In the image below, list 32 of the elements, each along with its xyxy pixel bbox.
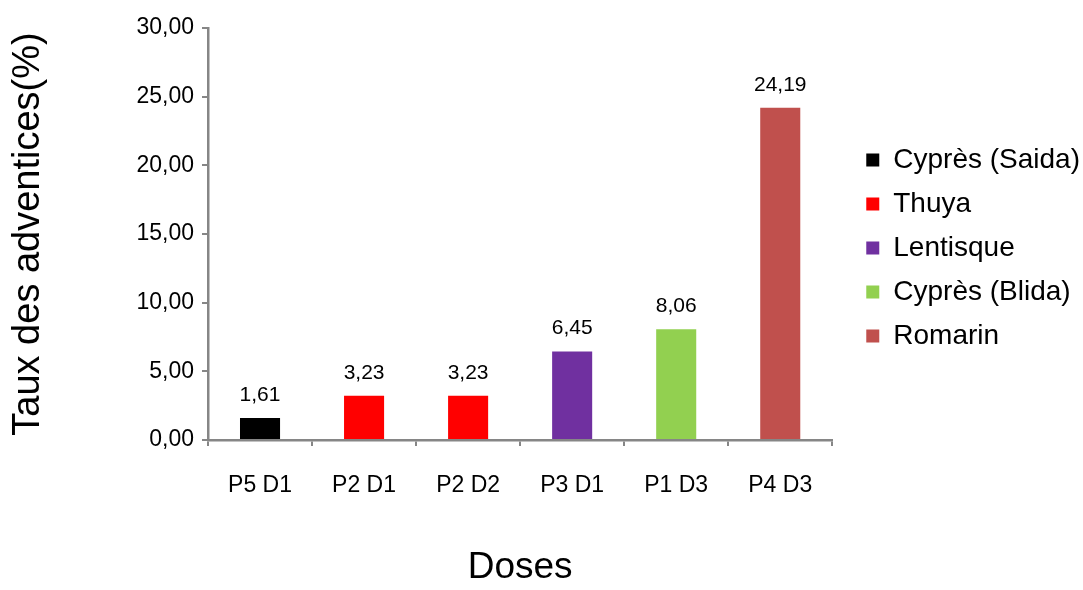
data-label: 8,06: [655, 293, 697, 317]
y-tick-label: 15,00: [136, 219, 194, 246]
legend-label: Thuya: [893, 186, 972, 218]
bar: [239, 417, 281, 439]
x-tick-label: P5 D1: [228, 471, 292, 498]
y-tick-label: 0,00: [149, 425, 194, 452]
data-label: 3,23: [447, 359, 489, 383]
legend-label: Romarin: [893, 318, 1000, 350]
bar: [448, 395, 489, 439]
x-tick-label: P3 D1: [540, 471, 605, 498]
x-axis-title: Doses: [467, 544, 573, 586]
y-tick-label: 25,00: [136, 82, 194, 109]
y-tick-label: 10,00: [136, 288, 194, 315]
data-label: 3,23: [343, 359, 385, 383]
legend-label: Cyprès (Saida): [893, 142, 1080, 174]
x-tick-label: P4 D3: [748, 471, 813, 498]
bar: [552, 351, 593, 439]
legend-label: Lentisque: [893, 230, 1015, 262]
y-tick-label: 30,00: [136, 13, 194, 40]
x-tick-label: P2 D1: [332, 471, 397, 498]
x-tick-label: P2 D2: [436, 471, 501, 498]
y-tick-label: 5,00: [149, 356, 194, 383]
bar: [344, 395, 385, 439]
y-tick-label: 20,00: [136, 150, 194, 177]
data-label: 6,45: [551, 315, 593, 339]
bar: [760, 107, 801, 439]
y-axis-title: Taux des adventices(%): [5, 32, 48, 436]
data-label: 24,19: [753, 71, 807, 95]
legend-label: Cyprès (Blida): [893, 274, 1071, 306]
bar: [656, 329, 697, 439]
data-label: 1,61: [239, 381, 281, 405]
x-tick-label: P1 D3: [644, 471, 709, 498]
